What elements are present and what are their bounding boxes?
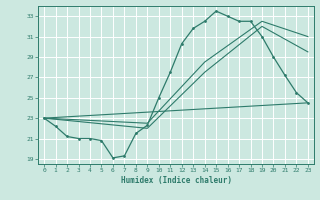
X-axis label: Humidex (Indice chaleur): Humidex (Indice chaleur) (121, 176, 231, 185)
